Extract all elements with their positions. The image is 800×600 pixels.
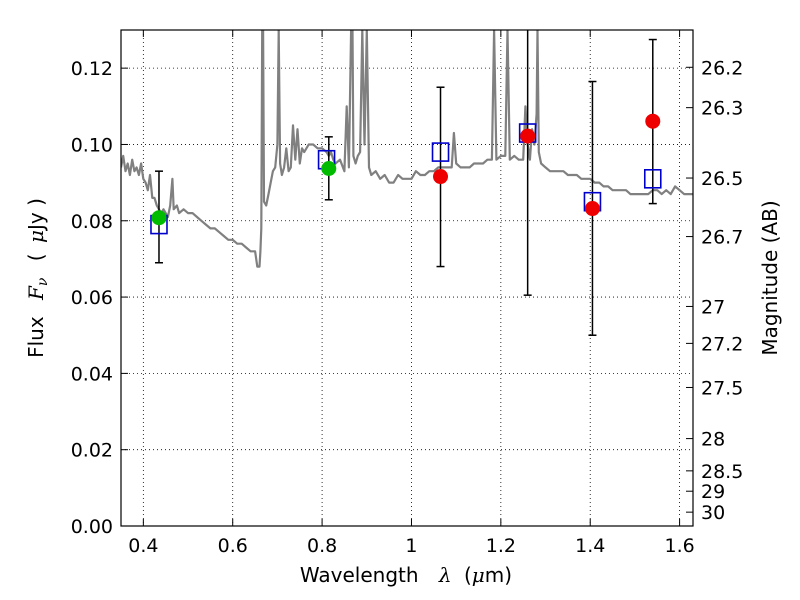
x-tick-label: 1 [405, 535, 417, 557]
mag-tick-label: 26.5 [701, 168, 743, 190]
axis-ticks: 0.4 0.6 0.8 1 1.2 1.4 1.6 0.00 0.02 0.04 0.06 0.08 0… [71, 30, 743, 557]
y-tick-label: 0.06 [71, 287, 113, 309]
x-tick-label: 1.4 [575, 535, 605, 557]
model-photometry-square [643, 169, 662, 189]
mag-tick-label: 27 [701, 296, 725, 318]
y-axis-label: Flux Fν ( μJy ) [24, 198, 52, 358]
y-axis-label-unit-rest: Jy ) [24, 198, 48, 232]
y-tick-label: 0.10 [71, 134, 113, 156]
observed-point [584, 201, 600, 217]
plot-clipped [121, 30, 693, 336]
y-tick-label: 0.00 [71, 516, 113, 538]
x-tick-label: 0.8 [307, 535, 337, 557]
observed-point [520, 128, 536, 144]
x-axis-label: Wavelength λ (μm) [300, 563, 512, 587]
mag-tick-label: 29 [701, 481, 725, 503]
mag-tick-label: 28.5 [701, 461, 743, 483]
y-tick-label: 0.08 [71, 211, 113, 233]
x-tick-label: 0.4 [128, 535, 158, 557]
observed-point [151, 210, 167, 226]
y-tick-label: 0.12 [71, 58, 113, 80]
observed-point [433, 169, 449, 185]
observed-point [645, 113, 661, 129]
y-tick-label: 0.02 [71, 440, 113, 462]
model-photometry-square [431, 142, 450, 162]
x-axis-label-symbol: λ [438, 563, 452, 587]
mag-tick-label: 30 [701, 502, 725, 524]
mag-tick-label: 26.3 [701, 98, 743, 120]
plot-frame [120, 29, 694, 527]
x-tick-label: 1.6 [664, 535, 694, 557]
x-axis-label-unit-rest: m) [485, 563, 512, 587]
y-axis-label-symbol: F [24, 285, 48, 301]
x-tick-label: 1.2 [486, 535, 516, 557]
y2-axis-label: Magnitude (AB) [758, 200, 782, 355]
y-axis-label-unit-mu: μ [24, 230, 48, 243]
y-tick-label: 0.04 [71, 363, 113, 385]
y-axis-label-unit-open: ( [24, 253, 48, 261]
plot-area [121, 30, 693, 336]
mag-tick-label: 28 [701, 429, 725, 451]
x-axis-label-text: Wavelength [300, 563, 419, 587]
observed-point [321, 160, 337, 176]
mag-tick-label: 26.2 [701, 57, 743, 79]
spectrum-line [121, 30, 693, 268]
y-axis-label-text: Flux [24, 316, 48, 358]
mag-tick-label: 26.7 [701, 227, 743, 249]
mag-tick-label: 27.2 [701, 333, 743, 355]
mag-tick-label: 27.5 [701, 377, 743, 399]
grid [121, 30, 693, 527]
x-axis-label-unit-mu: μ [472, 563, 485, 587]
x-tick-label: 0.6 [218, 535, 248, 557]
y-axis-label-sub: ν [35, 277, 51, 286]
x-axis-label-unit-open: ( [464, 563, 472, 587]
